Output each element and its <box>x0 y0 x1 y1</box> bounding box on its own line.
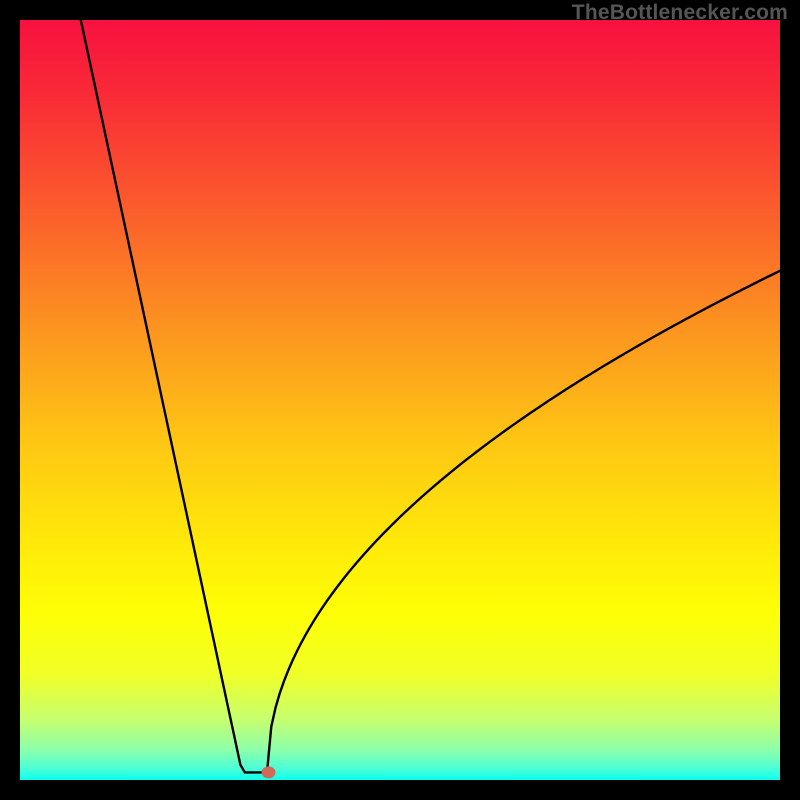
watermark-text: TheBottlenecker.com <box>572 1 788 25</box>
plot-area <box>20 20 780 780</box>
stage: TheBottlenecker.com <box>0 0 800 800</box>
plot-svg <box>20 20 780 780</box>
optimal-marker <box>262 766 276 778</box>
gradient-bg <box>20 20 780 780</box>
